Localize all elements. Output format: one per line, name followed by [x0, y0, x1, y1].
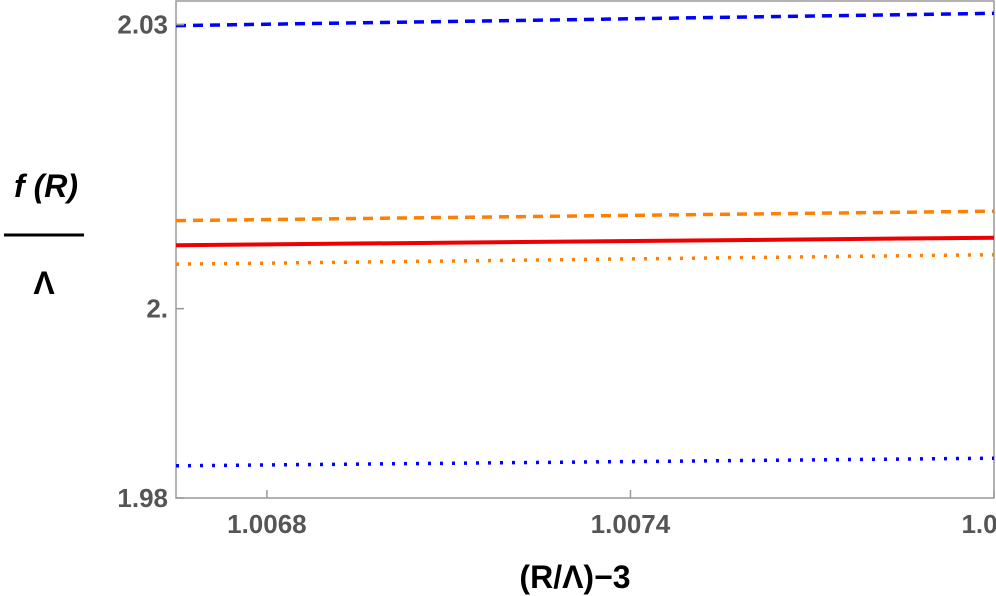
y-tick-label: 1.98 — [117, 483, 168, 513]
series-line-4 — [175, 252, 995, 266]
y-axis-label: f (R) Λ — [4, 168, 84, 301]
x-axis-label: (R/Λ)−3 — [519, 559, 630, 595]
series-layer — [175, 11, 995, 468]
series-line-2 — [175, 209, 995, 223]
plot-frame — [175, 0, 995, 499]
series-line-5 — [175, 456, 995, 468]
x-tick-label: 1.0074 — [591, 509, 671, 539]
ticks-layer: 1.0068 1.0074 1.008 1.98 2. 2.03 — [117, 10, 996, 539]
y-tick-label: 2. — [146, 294, 168, 324]
series-line-1 — [175, 11, 995, 28]
x-tick-label: 1.0068 — [227, 509, 307, 539]
y-axis-label-numerator: f (R) — [14, 168, 78, 204]
series-line-3 — [175, 235, 995, 248]
y-tick-label: 2.03 — [117, 10, 168, 40]
x-tick-label: 1.008 — [961, 509, 996, 539]
y-axis-label-denominator: Λ — [33, 265, 55, 301]
